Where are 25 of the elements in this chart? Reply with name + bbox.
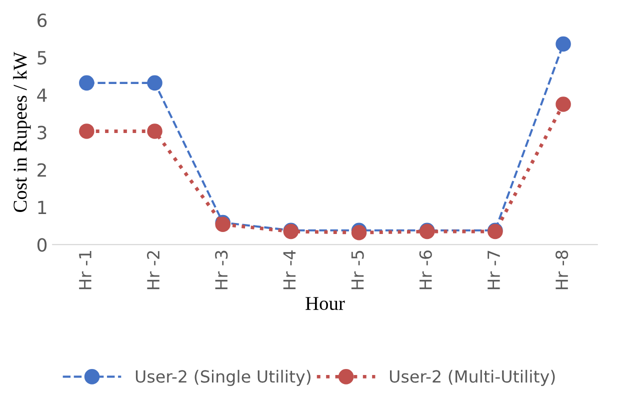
point: [79, 75, 94, 91]
x-tick-label: Hr -4: [283, 250, 296, 290]
point: [556, 36, 571, 52]
x-axis-title: Hour: [306, 297, 345, 310]
legend-label: User-2 (Single Utility): [136, 370, 310, 386]
x-tick-label: Hr -7: [488, 250, 500, 290]
x-tick-label: Hr -6: [419, 250, 432, 290]
y-tick-label: 1: [38, 200, 46, 214]
y-tick-label: 4: [37, 88, 47, 102]
y-tick-label: 0: [37, 238, 47, 252]
point: [79, 124, 94, 139]
y-tick-label: 6: [38, 14, 47, 28]
x-tick-label: Hr -5: [351, 250, 364, 290]
y-tick-label: 3: [38, 126, 46, 140]
point: [556, 96, 571, 112]
point: [147, 75, 162, 91]
x-tick-label: Hr -2: [146, 251, 160, 290]
x-tick-label: Hr -8: [556, 250, 568, 290]
x-tick-label: Hr -3: [215, 250, 228, 290]
y-axis-title: Cost in Rupees / kW: [13, 52, 31, 212]
point: [147, 124, 162, 139]
x-tick-label: Hr -1: [79, 251, 92, 290]
y-tick-label: 5: [38, 51, 46, 65]
y-tick-label: 2: [38, 163, 46, 177]
legend-label: User-2 (Multi-Utility): [390, 370, 555, 386]
